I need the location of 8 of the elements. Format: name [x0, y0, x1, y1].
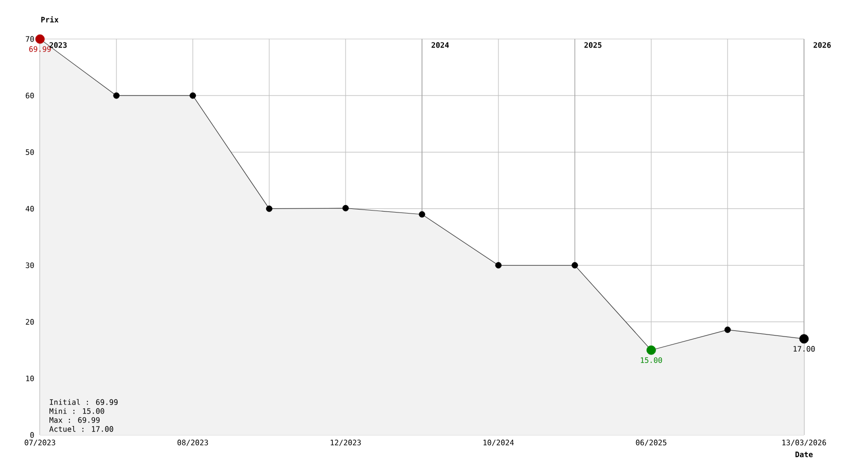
- point: [190, 92, 196, 99]
- point: [266, 206, 272, 212]
- point: [572, 262, 578, 268]
- point: [342, 204, 349, 212]
- point: [113, 92, 120, 99]
- point: [724, 326, 731, 333]
- point: [418, 211, 426, 218]
- point: [495, 262, 502, 268]
